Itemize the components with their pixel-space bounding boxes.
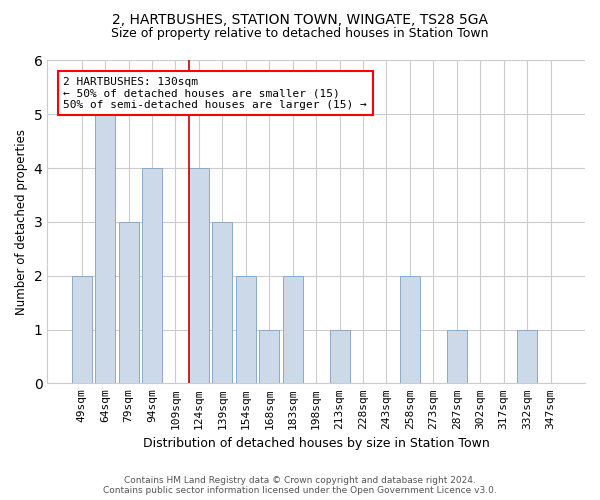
Text: 2 HARTBUSHES: 130sqm
← 50% of detached houses are smaller (15)
50% of semi-detac: 2 HARTBUSHES: 130sqm ← 50% of detached h… [64, 76, 367, 110]
Bar [72, 276, 92, 384]
Bar [329, 330, 350, 384]
Bar [283, 276, 302, 384]
Text: Contains HM Land Registry data © Crown copyright and database right 2024.
Contai: Contains HM Land Registry data © Crown c… [103, 476, 497, 495]
Bar [119, 222, 139, 384]
Bar [447, 330, 467, 384]
Bar [236, 276, 256, 384]
Bar [517, 330, 537, 384]
Bar [259, 330, 279, 384]
Text: Size of property relative to detached houses in Station Town: Size of property relative to detached ho… [111, 28, 489, 40]
Bar [142, 168, 162, 384]
Y-axis label: Number of detached properties: Number of detached properties [15, 129, 28, 315]
Bar [212, 222, 232, 384]
Bar [400, 276, 420, 384]
Bar [95, 114, 115, 384]
Text: 2, HARTBUSHES, STATION TOWN, WINGATE, TS28 5GA: 2, HARTBUSHES, STATION TOWN, WINGATE, TS… [112, 12, 488, 26]
Bar [189, 168, 209, 384]
X-axis label: Distribution of detached houses by size in Station Town: Distribution of detached houses by size … [143, 437, 490, 450]
